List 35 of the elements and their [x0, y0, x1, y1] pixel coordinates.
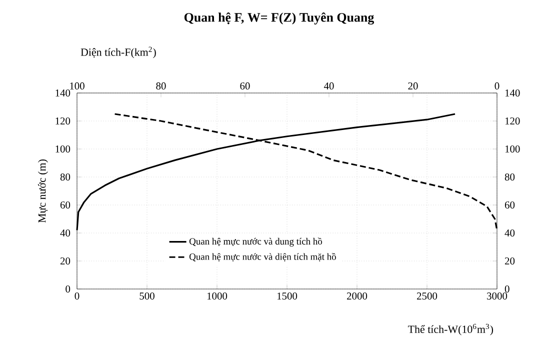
x-tick-label: 2000 — [346, 292, 368, 300]
x-tick-label: 1000 — [207, 292, 228, 300]
y2-tick-label: 0 — [504, 285, 510, 293]
y2-tick-label: 120 — [505, 117, 520, 125]
x2-tick-label: 40 — [324, 82, 334, 90]
x2-tick-label: 80 — [156, 82, 166, 90]
y2-tick-label: 20 — [504, 257, 515, 265]
y-tick-label: 60 — [60, 201, 70, 209]
x2-tick-label: 60 — [240, 82, 250, 90]
chart-title: Quan hệ F, W= F(Z) Tuyên Quang — [184, 12, 374, 25]
legend-label: Quan hệ mực nước và diện tích mặt hồ — [189, 252, 336, 262]
x-axis-title: Thể tích-W(10$^{6}$m$^{3}$) — [408, 324, 494, 336]
x2-axis-title: Diện tích-F(km$^{2}$) — [80, 46, 156, 58]
x-tick-label: 0 — [74, 292, 80, 300]
y2-tick-label: 140 — [505, 89, 520, 97]
x2-tick-label: 20 — [408, 82, 418, 90]
y-tick-label: 140 — [56, 89, 70, 97]
y2-tick-label: 100 — [505, 145, 520, 153]
y-tick-label: 120 — [56, 117, 70, 125]
y-tick-label: 40 — [60, 229, 70, 237]
y-axis-title: Mực nước (m) — [38, 160, 48, 223]
y-tick-label: 100 — [56, 145, 70, 153]
y-tick-label: 0 — [66, 285, 70, 293]
y-tick-label: 20 — [60, 257, 70, 265]
x-tick-label: 2500 — [416, 292, 438, 300]
y-tick-label: 80 — [60, 173, 70, 181]
y2-tick-label: 80 — [504, 173, 515, 181]
y2-tick-label: 60 — [504, 201, 515, 209]
legend-label: Quan hệ mực nước và dung tích hồ — [189, 238, 322, 247]
x-tick-label: 1500 — [277, 292, 298, 300]
x2-tick-label: 0 — [494, 82, 500, 90]
x2-tick-label: 100 — [70, 82, 84, 90]
x-tick-label: 3000 — [487, 292, 508, 300]
y2-tick-label: 40 — [504, 229, 515, 237]
x-tick-label: 500 — [140, 292, 154, 300]
